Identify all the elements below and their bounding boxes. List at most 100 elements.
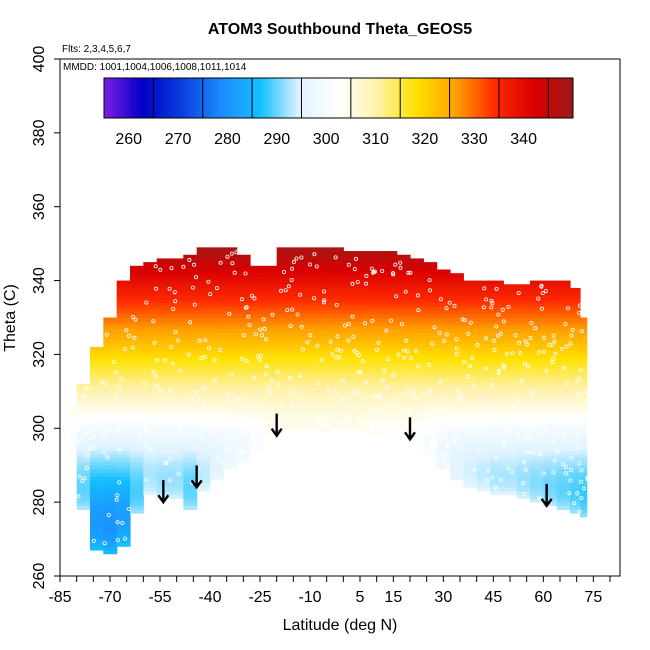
curtain-cell — [103, 527, 118, 533]
curtain-cell — [116, 498, 131, 503]
curtain-cell — [330, 321, 344, 326]
curtain-cell — [370, 299, 384, 304]
observation-point — [402, 348, 407, 353]
curtain-cell — [103, 431, 118, 437]
colorbar-cell — [311, 78, 315, 118]
observation-point — [391, 272, 396, 277]
observation-point — [288, 324, 293, 329]
observation-point — [238, 449, 243, 454]
curtain-cell — [516, 339, 531, 344]
curtain-cell — [90, 520, 104, 525]
curtain-cell — [76, 461, 91, 466]
curtain-cell — [183, 413, 198, 418]
curtain-cell — [343, 402, 358, 407]
observation-point — [500, 307, 505, 312]
curtain-cell — [570, 295, 581, 300]
curtain-cell — [316, 380, 331, 385]
observation-point — [468, 363, 473, 368]
observation-point — [398, 260, 403, 265]
curtain-cell — [303, 358, 318, 363]
curtain-cell — [116, 306, 131, 311]
curtain-cell — [396, 280, 411, 285]
curtain-cell — [316, 313, 331, 318]
curtain-cell — [76, 465, 91, 470]
curtain-cell — [183, 332, 198, 337]
curtain-cell — [396, 391, 411, 396]
curtain-cell — [143, 472, 158, 477]
observation-point — [504, 351, 509, 356]
curtain-cell — [170, 262, 184, 267]
curtain-cell — [183, 443, 198, 448]
curtain-cell — [236, 406, 251, 411]
observation-point — [190, 285, 195, 290]
y-tick-label: 280 — [31, 489, 48, 516]
curtain-cell — [516, 365, 531, 370]
curtain-cell — [76, 398, 91, 403]
curtain-cell — [250, 321, 264, 326]
curtain-cell — [530, 291, 544, 296]
curtain-cell — [263, 335, 278, 341]
curtain-cell — [90, 491, 104, 496]
curtain-cell — [476, 295, 491, 300]
curtain-cell — [356, 376, 371, 381]
curtain-cell — [250, 280, 264, 285]
curtain-cell — [450, 450, 464, 455]
curtain-cell — [516, 479, 531, 485]
curtain-cell — [130, 446, 144, 451]
curtain-cell — [143, 284, 158, 289]
colorbar-cell — [464, 78, 468, 118]
curtain-cell — [143, 350, 158, 355]
curtain-cell — [183, 439, 198, 444]
curtain-cell — [476, 383, 491, 389]
curtain-cell — [383, 387, 398, 392]
curtain-cell — [503, 450, 518, 455]
observation-point — [408, 356, 413, 361]
curtain-cell — [196, 339, 211, 344]
curtain-cell — [130, 476, 144, 481]
curtain-cell — [423, 343, 438, 348]
curtain-cell — [103, 550, 118, 555]
curtain-cell — [76, 450, 91, 455]
curtain-cell — [236, 350, 251, 355]
observation-point — [577, 445, 582, 450]
curtain-cell — [410, 284, 424, 289]
observation-point — [513, 403, 518, 408]
curtain-cell — [116, 509, 131, 514]
curtain-cell — [503, 295, 518, 300]
curtain-cell — [370, 262, 384, 267]
colorbar-cell — [185, 78, 189, 118]
curtain-cell — [410, 321, 424, 326]
curtain-cell — [450, 299, 464, 304]
curtain-cell — [556, 317, 571, 322]
curtain-cell — [116, 417, 131, 422]
curtain-cell — [210, 276, 224, 281]
curtain-cell — [396, 265, 411, 270]
curtain-cell — [183, 369, 198, 374]
curtain-cell — [276, 269, 291, 274]
curtain-cell — [170, 265, 184, 270]
observation-point — [232, 270, 237, 275]
curtain-cell — [556, 409, 571, 414]
curtain-cell — [316, 295, 331, 300]
observation-point — [456, 397, 461, 402]
curtain-cell — [170, 358, 184, 363]
curtain-cell — [476, 443, 491, 448]
curtain-cell — [170, 280, 184, 285]
curtain-cell — [370, 424, 384, 429]
curtain-cell — [383, 350, 398, 355]
curtain-cell — [410, 269, 424, 274]
observation-point — [410, 389, 415, 394]
observation-point — [489, 298, 494, 303]
observation-point — [152, 340, 157, 345]
curtain-cell — [343, 332, 358, 337]
curtain-cell — [130, 505, 144, 510]
curtain-cell — [236, 443, 251, 448]
observation-point — [544, 368, 549, 373]
curtain-cell — [503, 343, 518, 348]
curtain-cell — [156, 439, 171, 444]
observation-point — [443, 452, 448, 457]
observation-point — [576, 392, 581, 397]
curtain-cell — [543, 435, 558, 440]
curtain-cell — [503, 391, 518, 396]
curtain-cell — [556, 383, 571, 389]
